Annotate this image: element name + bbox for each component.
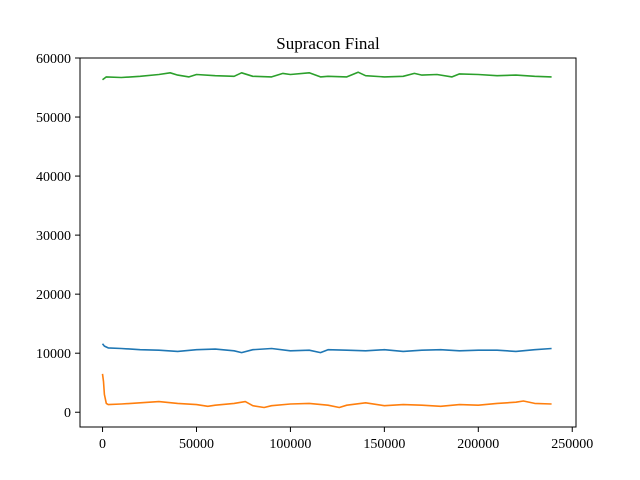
chart-title: Supracon Final	[276, 34, 380, 53]
x-axis: 0 50000 100000 150000 200000 250000	[99, 427, 593, 452]
x-tick-label: 0	[99, 437, 106, 452]
x-tick-label: 250000	[551, 437, 593, 452]
y-axis: 0 10000 20000 30000 40000 50000 60000	[36, 52, 80, 421]
series-line-1	[102, 71, 552, 81]
x-tick-label: 150000	[363, 437, 405, 452]
x-tick-label: 200000	[457, 437, 499, 452]
y-tick-label: 50000	[36, 111, 71, 126]
y-tick-label: 40000	[36, 170, 71, 185]
y-tick-label: 60000	[36, 52, 71, 67]
plot-frame	[79, 57, 577, 428]
series-line-2	[101, 343, 552, 354]
x-tick-label: 100000	[269, 437, 311, 452]
x-tick-label: 50000	[179, 437, 214, 452]
y-tick-label: 30000	[36, 229, 71, 244]
series-layer	[101, 71, 552, 409]
series-line-3	[101, 373, 552, 409]
y-tick-label: 10000	[36, 347, 71, 362]
y-tick-label: 0	[64, 406, 71, 421]
y-tick-label: 20000	[36, 288, 71, 303]
